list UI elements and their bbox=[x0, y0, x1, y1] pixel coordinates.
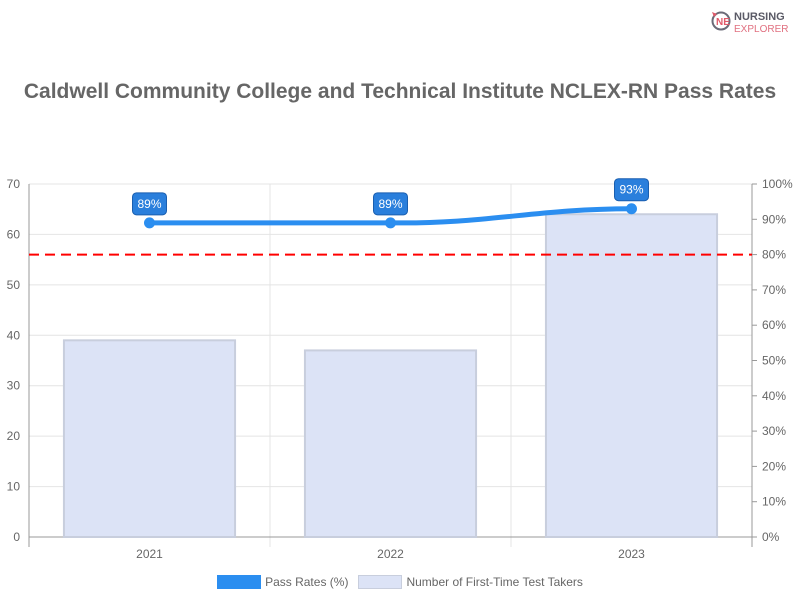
y-right-tick-label: 40% bbox=[762, 389, 786, 403]
y-left-tick-label: 60 bbox=[7, 227, 21, 241]
data-label-box bbox=[373, 192, 408, 216]
y-left-tick-label: 70 bbox=[7, 177, 21, 191]
data-label-box bbox=[132, 192, 167, 216]
x-tick-label: 2021 bbox=[136, 547, 163, 561]
y-left-tick-label: 20 bbox=[7, 429, 21, 443]
y-right-tick-label: 10% bbox=[762, 495, 786, 509]
data-label: 93% bbox=[619, 183, 643, 197]
y-left-tick-label: 40 bbox=[7, 328, 21, 342]
y-right-tick-label: 70% bbox=[762, 283, 786, 297]
x-tick-label: 2023 bbox=[618, 547, 645, 561]
legend-label: Number of First-Time Test Takers bbox=[406, 575, 583, 589]
pass-rate-point bbox=[385, 217, 396, 229]
data-label: 89% bbox=[137, 197, 161, 211]
legend-swatch bbox=[358, 575, 403, 589]
y-right-tick-label: 20% bbox=[762, 459, 786, 473]
pass-rate-point bbox=[626, 203, 637, 215]
y-right-tick-label: 30% bbox=[762, 424, 786, 438]
y-left-tick-label: 0 bbox=[13, 530, 20, 544]
data-label-box bbox=[614, 178, 649, 202]
data-label: 89% bbox=[378, 197, 402, 211]
legend-swatch bbox=[217, 575, 262, 589]
y-right-tick-label: 100% bbox=[762, 177, 793, 191]
y-right-tick-label: 0% bbox=[762, 530, 780, 544]
y-left-tick-label: 30 bbox=[7, 379, 21, 393]
y-left-tick-label: 10 bbox=[7, 480, 21, 494]
pass-rate-point bbox=[144, 217, 155, 229]
y-right-tick-label: 80% bbox=[762, 248, 786, 262]
legend-item-test-takers[interactable]: Number of First-Time Test Takers bbox=[358, 575, 583, 589]
svg-text:NURSING: NURSING bbox=[734, 11, 785, 23]
legend-label: Pass Rates (%) bbox=[265, 575, 349, 589]
y-right-tick-label: 50% bbox=[762, 354, 786, 368]
bar-2023 bbox=[544, 213, 719, 538]
y-right-tick-label: 90% bbox=[762, 212, 786, 226]
chart-title: Caldwell Community College and Technical… bbox=[23, 80, 777, 103]
legend-item-pass-rates[interactable]: Pass Rates (%) bbox=[217, 575, 348, 589]
bar-2021 bbox=[62, 339, 237, 539]
x-tick-label: 2022 bbox=[377, 547, 404, 561]
bar-2022 bbox=[303, 349, 478, 538]
svg-text:NE: NE bbox=[716, 17, 730, 28]
y-right-tick-label: 60% bbox=[762, 318, 786, 332]
legend: Pass Rates (%) Number of First-Time Test… bbox=[0, 575, 800, 589]
y-left-tick-label: 50 bbox=[7, 278, 21, 292]
nursing-explorer-logo: NE NURSING EXPLORER bbox=[710, 8, 795, 35]
svg-text:EXPLORER: EXPLORER bbox=[734, 24, 788, 34]
